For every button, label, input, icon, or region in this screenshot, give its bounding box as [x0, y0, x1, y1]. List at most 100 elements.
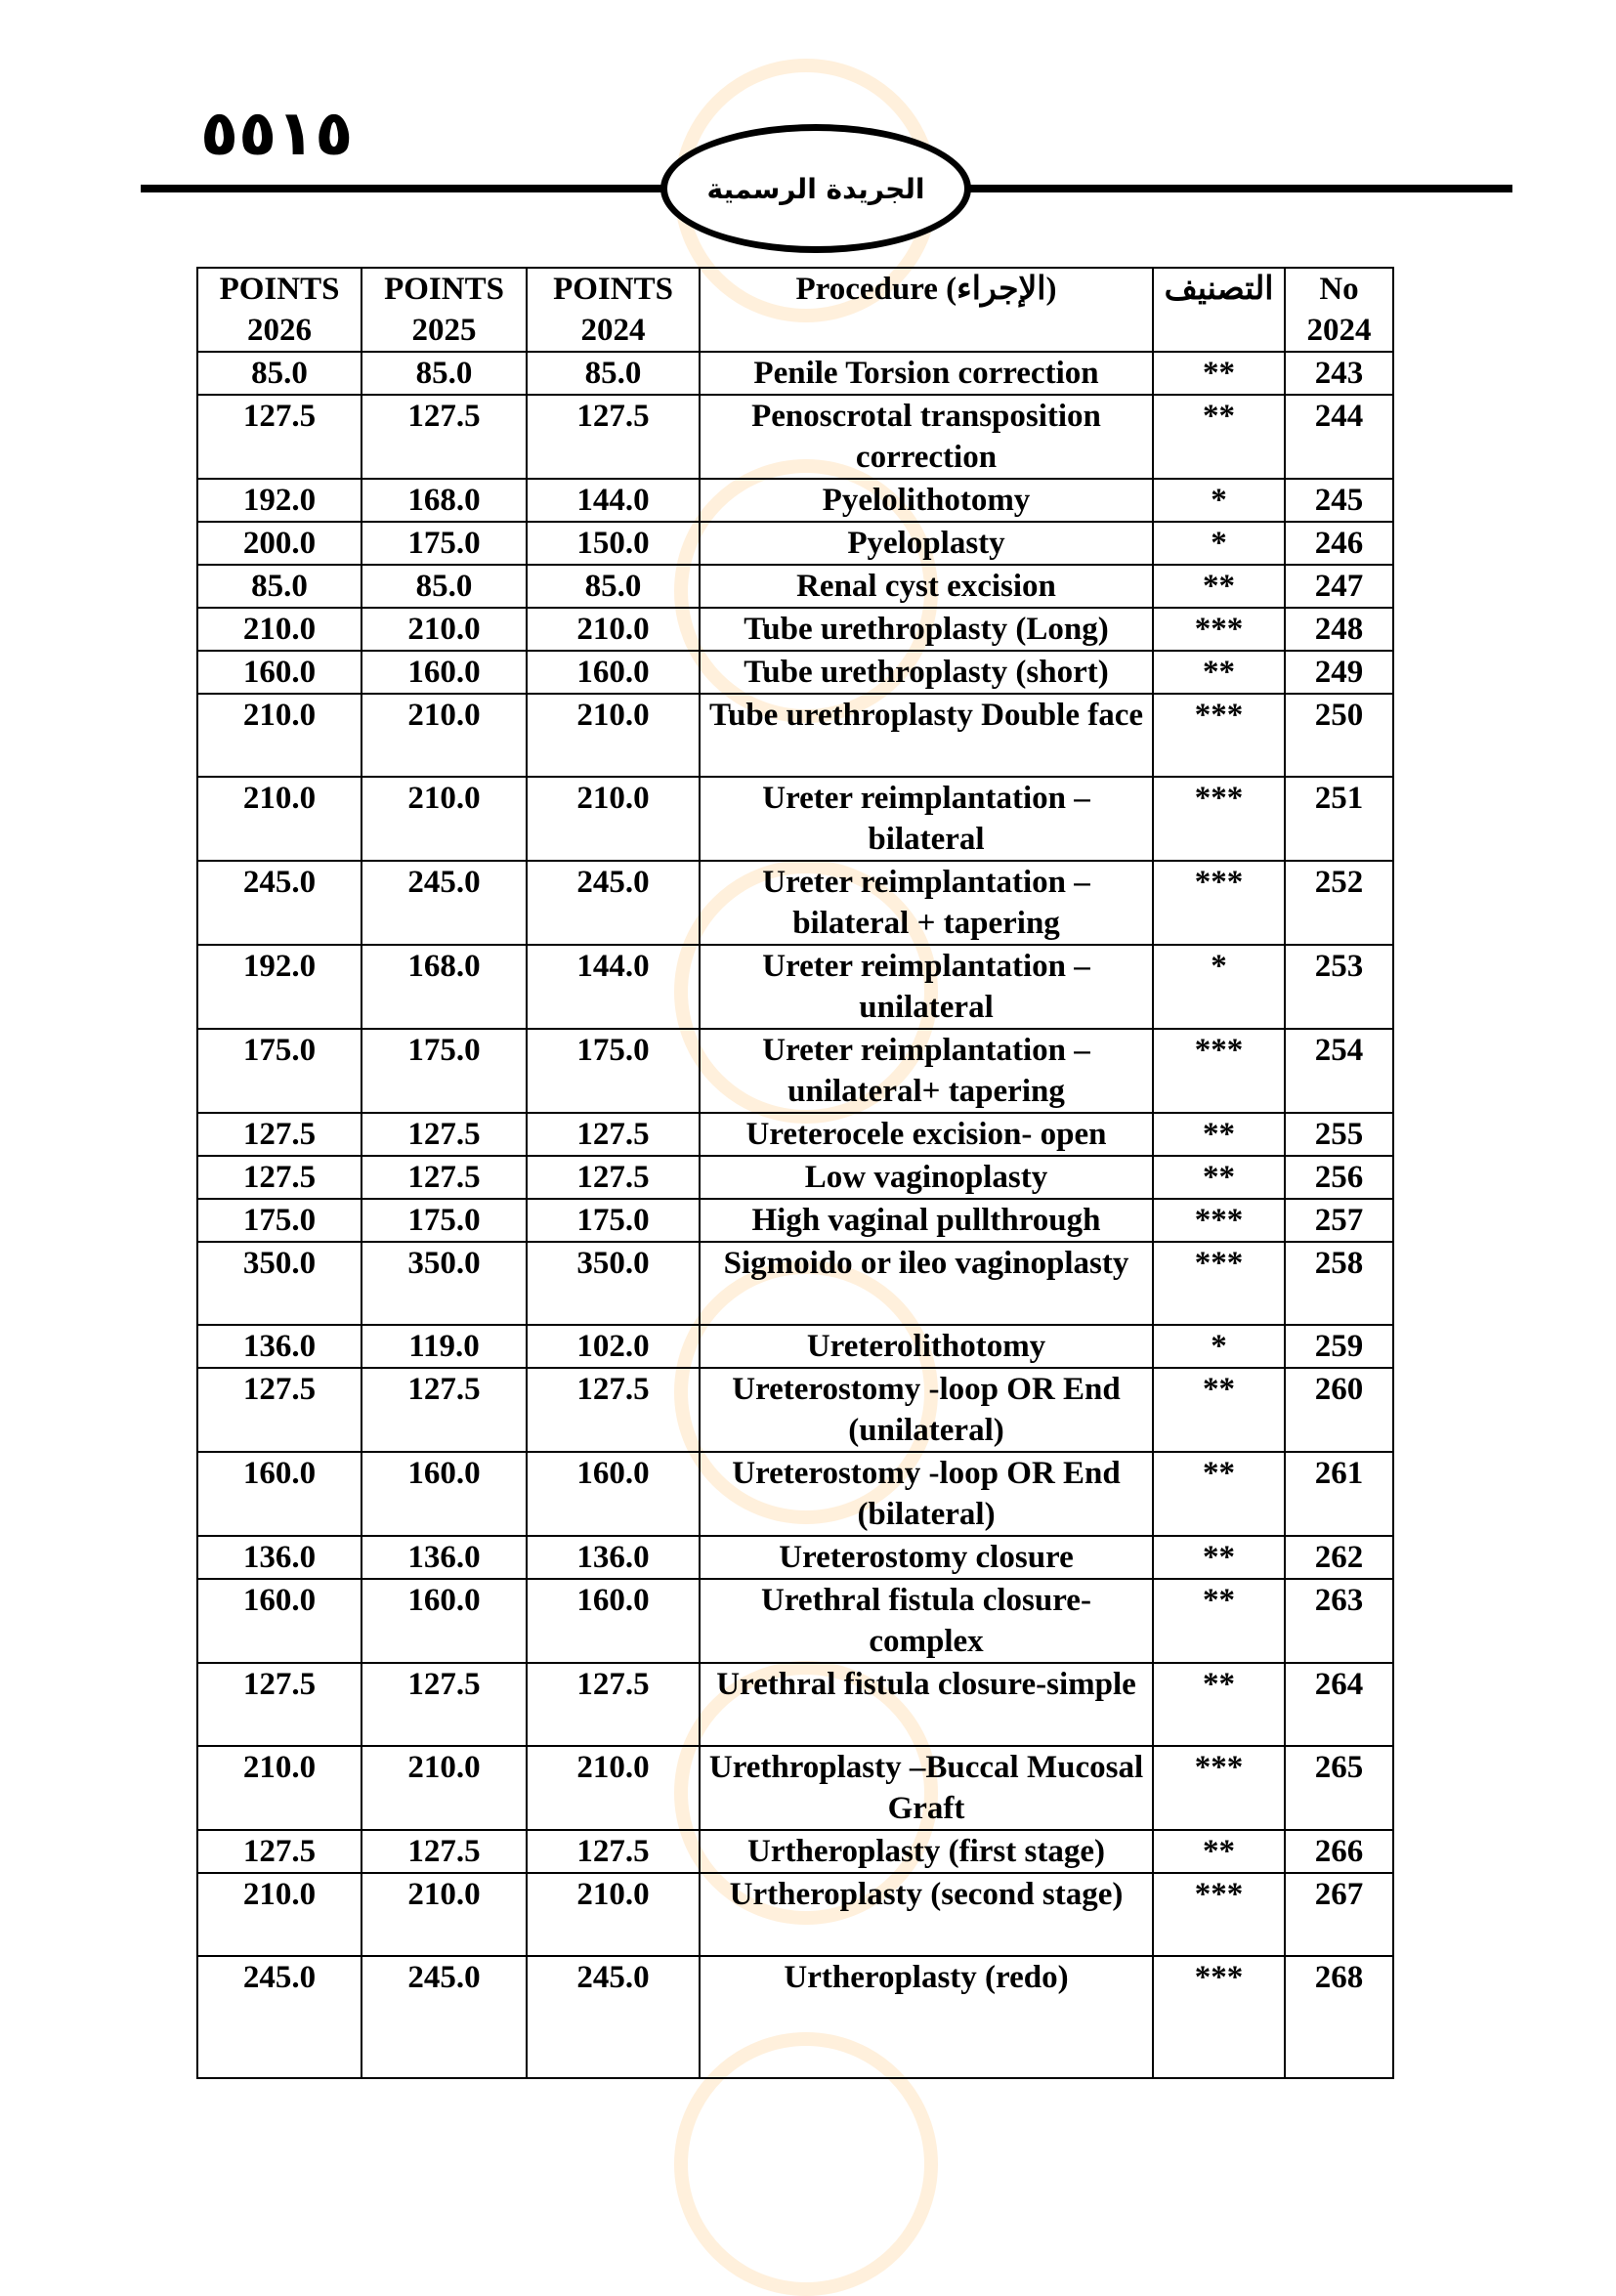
col-points-2024-cell: 350.0	[526, 1241, 701, 1326]
table-row: 127.5 127.5 127.5 Urtheroplasty (first stag…	[196, 1829, 1394, 1874]
col-no-2024-cell: 268	[1284, 1955, 1394, 2079]
table-row: 210.0 210.0 210.0 Tube urethroplasty Double…	[196, 693, 1394, 778]
col-points-2025-cell: 160.0	[361, 650, 528, 695]
table-row: 245.0 245.0 245.0 Urtheroplasty (redo) *** 26…	[196, 1955, 1394, 2079]
col-procedure-cell: Ureter reimplantation – bilateral + tape…	[699, 860, 1154, 946]
col-points-2024-cell: 127.5	[526, 1112, 701, 1157]
col-classification-cell: ***	[1152, 607, 1286, 652]
table-row: 200.0 175.0 150.0 Pyeloplasty * 246	[196, 521, 1394, 566]
col-points-2026-cell: 350.0	[196, 1241, 362, 1326]
col-points-2026-cell: 175.0	[196, 1198, 362, 1243]
col-points-2024-cell: 210.0	[526, 1872, 701, 1957]
col-classification-cell: ***	[1152, 1241, 1286, 1326]
col-points-2026-cell: 160.0	[196, 1578, 362, 1664]
col-points-2024-cell: 102.0	[526, 1324, 701, 1369]
col-points-2026-cell: 200.0	[196, 521, 362, 566]
col-no-2024-cell: 267	[1284, 1872, 1394, 1957]
col-points-2024-cell: 210.0	[526, 1745, 701, 1831]
col-no-2024-cell: 257	[1284, 1198, 1394, 1243]
col-points-2024-cell: 150.0	[526, 521, 701, 566]
col-points-2025-cell: 175.0	[361, 1198, 528, 1243]
col-no-2024-cell: 258	[1284, 1241, 1394, 1326]
col-no-2024-cell: 254	[1284, 1028, 1394, 1114]
col-no-2024-cell: 266	[1284, 1829, 1394, 1874]
col-classification-cell: **	[1152, 1367, 1286, 1453]
col-points-2025-cell: 245.0	[361, 860, 528, 946]
col-no-2024-cell: 260	[1284, 1367, 1394, 1453]
col-points-2025-cell: 350.0	[361, 1241, 528, 1326]
col-no-2024-cell: 251	[1284, 776, 1394, 862]
col-points-2026-cell: 160.0	[196, 1451, 362, 1537]
col-points-2025-cell: 245.0	[361, 1955, 528, 2079]
col-points-2024-cell: 85.0	[526, 351, 701, 396]
page-number: ٥٥١٥	[200, 98, 354, 170]
col-points-2026-cell: 210.0	[196, 1745, 362, 1831]
col-points-2024-cell: 160.0	[526, 1451, 701, 1537]
publication-title: الجريدة الرسمية	[660, 124, 971, 253]
table-row: 127.5 127.5 127.5 Ureterocele excision- ope…	[196, 1112, 1394, 1157]
col-classification-cell: **	[1152, 1155, 1286, 1200]
col-classification-cell: *	[1152, 1324, 1286, 1369]
col-procedure-cell: Pyeloplasty	[699, 521, 1154, 566]
col-points-2024-cell: 175.0	[526, 1198, 701, 1243]
col-points-2024-cell: 85.0	[526, 564, 701, 609]
col-points-2025-header: POINTS 2025	[361, 267, 528, 353]
table-row: 85.0 85.0 85.0 Renal cyst excision ** 247	[196, 564, 1394, 609]
col-procedure-cell: Ureterocele excision- open	[699, 1112, 1154, 1157]
col-points-2025-cell: 127.5	[361, 1112, 528, 1157]
col-points-2025-cell: 210.0	[361, 1745, 528, 1831]
col-no-2024-cell: 246	[1284, 521, 1394, 566]
col-no-2024-cell: 263	[1284, 1578, 1394, 1664]
col-no-2024-cell: 264	[1284, 1662, 1394, 1747]
col-classification-cell: ***	[1152, 693, 1286, 778]
table-row: 175.0 175.0 175.0 High vaginal pullthrough *…	[196, 1198, 1394, 1243]
col-points-2024-cell: 175.0	[526, 1028, 701, 1114]
table-row: 127.5 127.5 127.5 Low vaginoplasty ** 256	[196, 1155, 1394, 1200]
col-classification-cell: **	[1152, 564, 1286, 609]
col-no-2024-cell: 261	[1284, 1451, 1394, 1537]
col-classification-cell: *	[1152, 944, 1286, 1030]
col-points-2025-cell: 160.0	[361, 1451, 528, 1537]
col-points-2026-cell: 210.0	[196, 693, 362, 778]
col-procedure-cell: Ureter reimplantation – unilateral	[699, 944, 1154, 1030]
table-row: 160.0 160.0 160.0 Tube urethroplasty (short…	[196, 650, 1394, 695]
col-points-2025-cell: 127.5	[361, 1662, 528, 1747]
col-points-2024-cell: 127.5	[526, 1662, 701, 1747]
col-points-2025-cell: 168.0	[361, 478, 528, 523]
col-procedure-cell: Pyelolithotomy	[699, 478, 1154, 523]
table-row: 160.0 160.0 160.0 Ureterostomy -loop OR End…	[196, 1451, 1394, 1537]
col-procedure-cell: Tube urethroplasty (short)	[699, 650, 1154, 695]
col-classification-cell: **	[1152, 1451, 1286, 1537]
col-points-2024-cell: 160.0	[526, 1578, 701, 1664]
col-points-2026-cell: 127.5	[196, 1112, 362, 1157]
table-row: 210.0 210.0 210.0 Urtheroplasty (second sta…	[196, 1872, 1394, 1957]
col-points-2024-cell: 127.5	[526, 1155, 701, 1200]
table-row: 85.0 85.0 85.0 Penile Torsion correction ** 2…	[196, 351, 1394, 396]
col-procedure-cell: Sigmoido or ileo vaginoplasty	[699, 1241, 1154, 1326]
col-procedure-cell: Urtheroplasty (redo)	[699, 1955, 1154, 2079]
col-no-2024-cell: 248	[1284, 607, 1394, 652]
col-points-2026-cell: 136.0	[196, 1535, 362, 1580]
col-no-2024-cell: 253	[1284, 944, 1394, 1030]
col-classification-cell: **	[1152, 1662, 1286, 1747]
col-points-2026-cell: 85.0	[196, 564, 362, 609]
col-procedure-cell: Penoscrotal transposition correction	[699, 394, 1154, 480]
col-procedure-cell: Urtheroplasty (first stage)	[699, 1829, 1154, 1874]
col-points-2025-cell: 136.0	[361, 1535, 528, 1580]
col-procedure-cell: Urethral fistula closure-simple	[699, 1662, 1154, 1747]
col-points-2025-cell: 127.5	[361, 1155, 528, 1200]
col-points-2026-cell: 127.5	[196, 1367, 362, 1453]
col-procedure-cell: Ureterolithotomy	[699, 1324, 1154, 1369]
table-row: 210.0 210.0 210.0 Ureter reimplantation – b…	[196, 776, 1394, 862]
procedures-table: POINTS 2026 POINTS 2025 POINTS 2024 Procedu…	[196, 267, 1394, 2079]
col-no-2024-cell: 252	[1284, 860, 1394, 946]
col-points-2025-cell: 210.0	[361, 1872, 528, 1957]
table-row: 127.5 127.5 127.5 Penoscrotal transposition…	[196, 394, 1394, 480]
col-classification-header: التصنيف	[1152, 267, 1286, 353]
col-no-2024-cell: 262	[1284, 1535, 1394, 1580]
table-row: 192.0 168.0 144.0 Pyelolithotomy * 245	[196, 478, 1394, 523]
col-points-2025-cell: 175.0	[361, 521, 528, 566]
table-row: 175.0 175.0 175.0 Ureter reimplantation – u…	[196, 1028, 1394, 1114]
col-points-2024-cell: 144.0	[526, 944, 701, 1030]
col-procedure-cell: Ureter reimplantation – unilateral+ tape…	[699, 1028, 1154, 1114]
